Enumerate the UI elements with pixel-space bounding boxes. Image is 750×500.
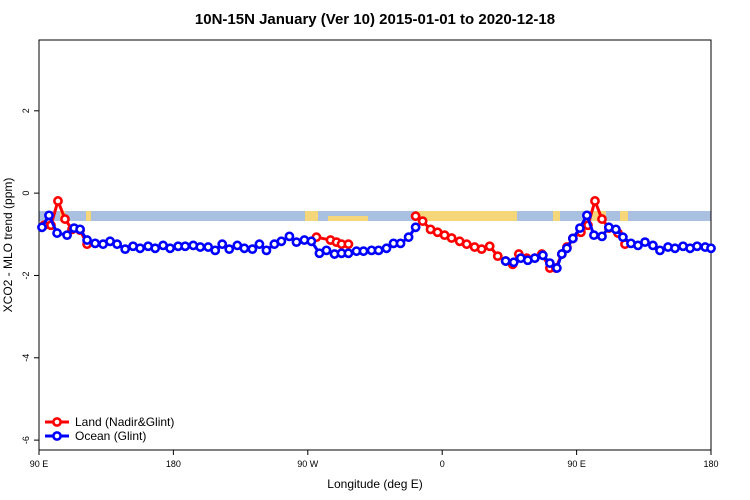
legend-marker <box>52 417 62 427</box>
point <box>321 245 332 256</box>
x-axis-label: Longitude (deg E) <box>327 477 422 491</box>
point <box>276 236 287 247</box>
point <box>44 210 54 221</box>
point <box>62 230 72 241</box>
point <box>529 253 540 264</box>
point <box>640 237 650 248</box>
chart-title: 10N-15N January (Ver 10) 2015-01-01 to 2… <box>195 11 555 28</box>
point <box>120 244 131 255</box>
ocean-strip <box>39 211 711 221</box>
point <box>165 243 176 254</box>
x-tick-label: 0 <box>440 459 445 469</box>
legend-label: Ocean (Glint) <box>75 429 146 443</box>
point <box>135 243 145 254</box>
y-tick-label: -6 <box>21 436 31 444</box>
point <box>37 222 47 233</box>
legend-item: Land (Nadir&Glint) <box>45 415 174 429</box>
y-tick-label: 2 <box>21 108 31 113</box>
point <box>291 237 302 248</box>
point <box>589 230 599 241</box>
point <box>403 232 414 243</box>
point <box>574 223 585 234</box>
point <box>590 196 600 206</box>
point <box>410 211 421 222</box>
point <box>150 243 161 254</box>
point <box>417 216 428 227</box>
point <box>648 240 658 251</box>
point <box>254 239 265 250</box>
point <box>343 248 354 259</box>
point <box>655 245 665 256</box>
point <box>706 243 716 254</box>
point <box>82 235 92 245</box>
point <box>476 244 487 255</box>
map-strip <box>39 211 711 221</box>
point <box>306 236 317 247</box>
point <box>492 251 503 262</box>
point <box>410 222 421 233</box>
x-tick-label: 90 W <box>297 459 319 469</box>
y-tick-label: -2 <box>21 271 31 279</box>
point <box>210 245 221 256</box>
point <box>597 231 607 242</box>
legend-label: Land (Nadir&Glint) <box>75 415 174 429</box>
legend-marker <box>52 431 62 441</box>
point <box>373 245 384 256</box>
series <box>37 210 716 273</box>
point <box>461 239 472 250</box>
point <box>224 244 235 255</box>
point <box>261 245 272 256</box>
point <box>217 239 228 250</box>
point <box>112 239 123 250</box>
point <box>556 249 567 259</box>
y-axis-label: XCO2 - MLO trend (ppm) <box>1 178 15 313</box>
point <box>358 246 369 257</box>
point <box>508 257 519 268</box>
x-tick-label: 90 E <box>30 459 49 469</box>
point <box>284 231 295 242</box>
point <box>90 238 101 249</box>
legend-item: Ocean (Glint) <box>45 429 146 443</box>
point <box>239 243 250 254</box>
x-tick-label: 180 <box>703 459 718 469</box>
x-tick-label: 90 E <box>567 459 586 469</box>
point <box>617 232 628 243</box>
point <box>551 263 562 273</box>
point <box>567 233 578 244</box>
point <box>484 241 495 252</box>
point <box>446 233 457 243</box>
point <box>395 238 406 249</box>
y-tick-label: 0 <box>21 191 31 196</box>
point <box>60 214 70 224</box>
point <box>582 210 592 221</box>
point <box>195 242 206 252</box>
point <box>561 243 572 254</box>
point <box>53 196 63 206</box>
point <box>670 243 680 254</box>
point <box>180 241 191 252</box>
point <box>381 243 392 254</box>
point <box>247 244 258 255</box>
y-tick-label: -4 <box>21 354 31 362</box>
point <box>52 228 62 238</box>
x-tick-label: 180 <box>166 459 181 469</box>
point <box>597 214 607 224</box>
series <box>39 196 630 273</box>
point <box>75 224 85 235</box>
point <box>692 241 703 252</box>
point <box>610 224 621 235</box>
point <box>500 256 511 266</box>
point <box>537 250 548 261</box>
point <box>544 258 555 269</box>
point <box>343 239 354 250</box>
